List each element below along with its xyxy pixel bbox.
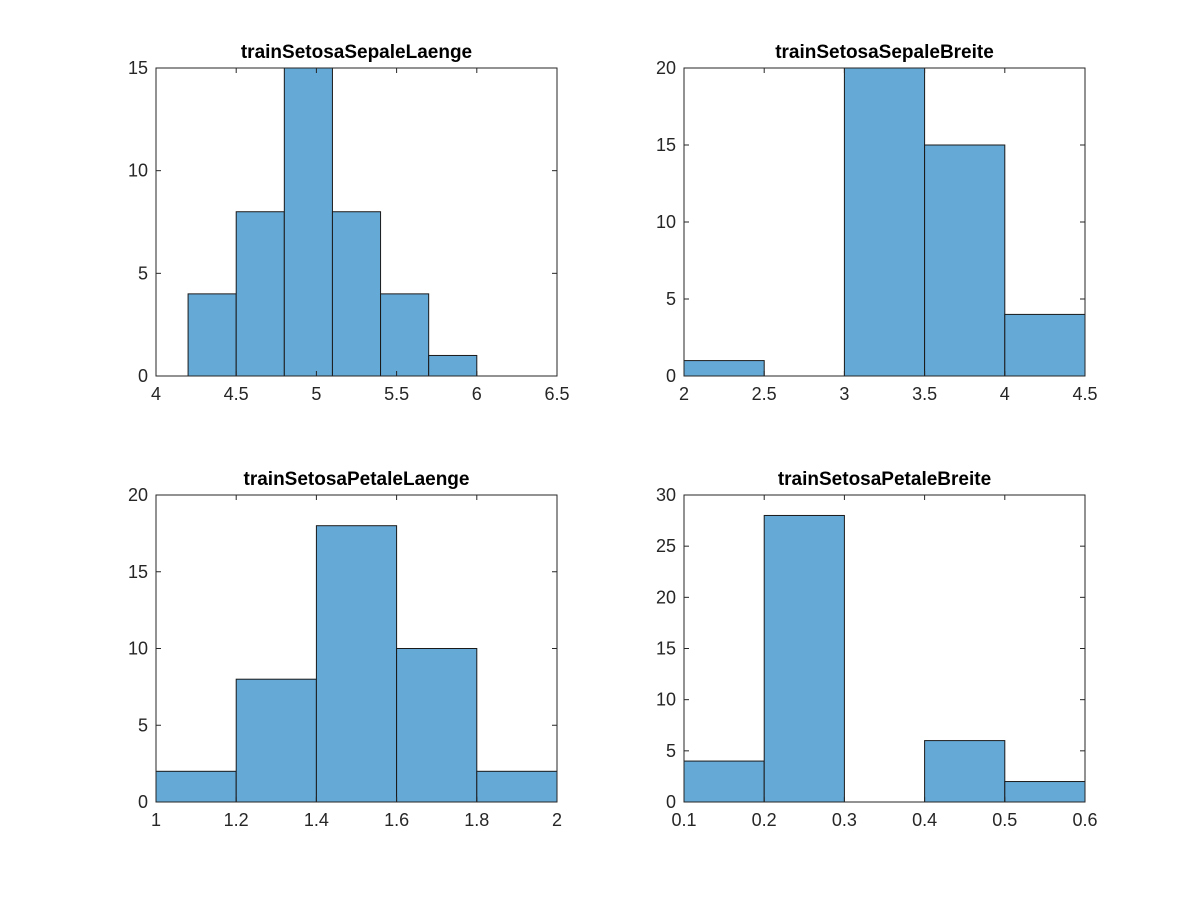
x-tick-label: 0.6 <box>1072 810 1097 830</box>
y-tick-label: 15 <box>128 562 148 582</box>
x-tick-label: 1.8 <box>464 810 489 830</box>
histogram-panel-sepale-laenge: trainSetosaSepaleLaenge 4 4.5 5 5.5 6 6.5 0 5 10… <box>128 42 570 404</box>
x-tick-label: 0.3 <box>832 810 857 830</box>
x-tick-label: 6 <box>472 384 482 404</box>
x-tick-label: 4.5 <box>224 384 249 404</box>
x-tick-label: 0.1 <box>671 810 696 830</box>
histogram-bar <box>924 740 1006 803</box>
bars <box>187 67 478 377</box>
x-tick-label: 6.5 <box>544 384 569 404</box>
y-tick-label: 10 <box>128 639 148 659</box>
x-tick-label: 4 <box>151 384 161 404</box>
x-tick-label: 2.5 <box>752 384 777 404</box>
x-tick-label: 0.4 <box>912 810 937 830</box>
histogram-bar <box>476 770 558 803</box>
histogram-bar <box>187 293 237 377</box>
histogram-bar <box>380 293 430 377</box>
histogram-bar <box>155 770 237 803</box>
histogram-bar <box>683 760 765 803</box>
y-tick-label: 15 <box>656 639 676 659</box>
y-tick-label: 5 <box>666 741 676 761</box>
x-axis: 2 2.5 3 3.5 4 4.5 <box>679 68 1098 404</box>
x-tick-label: 0.5 <box>992 810 1017 830</box>
histogram-bar <box>1004 781 1086 803</box>
y-tick-label: 15 <box>656 135 676 155</box>
x-tick-label: 2 <box>552 810 562 830</box>
histogram-bar <box>283 67 333 377</box>
y-tick-label: 10 <box>128 161 148 181</box>
bars <box>155 525 558 803</box>
y-axis: 0 5 10 15 <box>128 58 557 386</box>
histogram-bar <box>683 360 765 377</box>
histogram-bar <box>331 211 382 377</box>
y-tick-label: 5 <box>138 263 148 283</box>
panel-title: trainSetosaPetaleBreite <box>778 469 991 490</box>
y-tick-label: 10 <box>656 212 676 232</box>
histogram-bar <box>924 144 1006 377</box>
y-axis: 0 5 10 15 20 <box>128 485 557 812</box>
y-tick-label: 30 <box>656 485 676 505</box>
x-axis: 4 4.5 5 5.5 6 6.5 <box>151 68 570 404</box>
y-axis: 0 5 10 15 20 25 30 <box>656 485 1085 812</box>
x-tick-label: 1.2 <box>224 810 249 830</box>
histogram-bar <box>1004 313 1086 377</box>
x-tick-label: 1.6 <box>384 810 409 830</box>
histogram-panel-petale-laenge: trainSetosaPetaleLaenge 1 1.2 1.4 1.6 1.8 205… <box>128 469 562 830</box>
y-tick-label: 0 <box>666 366 676 386</box>
histogram-bar <box>235 211 285 377</box>
y-tick-label: 5 <box>138 715 148 735</box>
y-axis: 0 5 10 15 20 <box>656 58 1085 386</box>
histogram-bar <box>843 67 926 377</box>
histogram-bar <box>428 354 478 377</box>
y-tick-label: 0 <box>138 792 148 812</box>
y-tick-label: 15 <box>128 58 148 78</box>
y-tick-label: 0 <box>666 792 676 812</box>
x-tick-label: 1.4 <box>304 810 329 830</box>
x-tick-label: 3 <box>839 384 849 404</box>
x-tick-label: 4.5 <box>1072 384 1097 404</box>
x-tick-label: 4 <box>1000 384 1010 404</box>
x-axis: 1 1.2 1.4 1.6 1.8 2 <box>151 495 562 830</box>
x-tick-label: 5 <box>311 384 321 404</box>
y-tick-label: 0 <box>138 366 148 386</box>
panel-title: trainSetosaSepaleLaenge <box>241 42 472 63</box>
x-axis: 0.1 0.2 0.3 0.4 0.5 0.6 <box>671 495 1098 830</box>
y-tick-label: 20 <box>128 485 148 505</box>
x-tick-label: 0.2 <box>752 810 777 830</box>
histogram-bar <box>315 525 398 803</box>
histogram-bar <box>396 648 478 803</box>
histogram-bar <box>763 514 845 803</box>
x-tick-label: 1 <box>151 810 161 830</box>
histogram-bar <box>235 678 317 803</box>
y-tick-label: 5 <box>666 289 676 309</box>
panel-title: trainSetosaPetaleLaenge <box>244 469 470 490</box>
bars <box>683 514 1086 803</box>
panel-title: trainSetosaSepaleBreite <box>775 42 994 63</box>
y-tick-label: 25 <box>656 536 676 556</box>
axes-box <box>155 67 558 377</box>
x-tick-label: 3.5 <box>912 384 937 404</box>
histogram-panel-sepale-breite: trainSetosaSepaleBreite 2 2.5 3 3.5 4 4.5 0 5 10… <box>656 42 1098 404</box>
histogram-panel-petale-breite: trainSetosaPetaleBreite 0.1 0.2 0.3 0.4 0.5 0… <box>656 469 1098 830</box>
x-tick-label: 2 <box>679 384 689 404</box>
y-tick-label: 10 <box>656 690 676 710</box>
x-tick-label: 5.5 <box>384 384 409 404</box>
y-tick-label: 20 <box>656 587 676 607</box>
y-tick-label: 20 <box>656 58 676 78</box>
